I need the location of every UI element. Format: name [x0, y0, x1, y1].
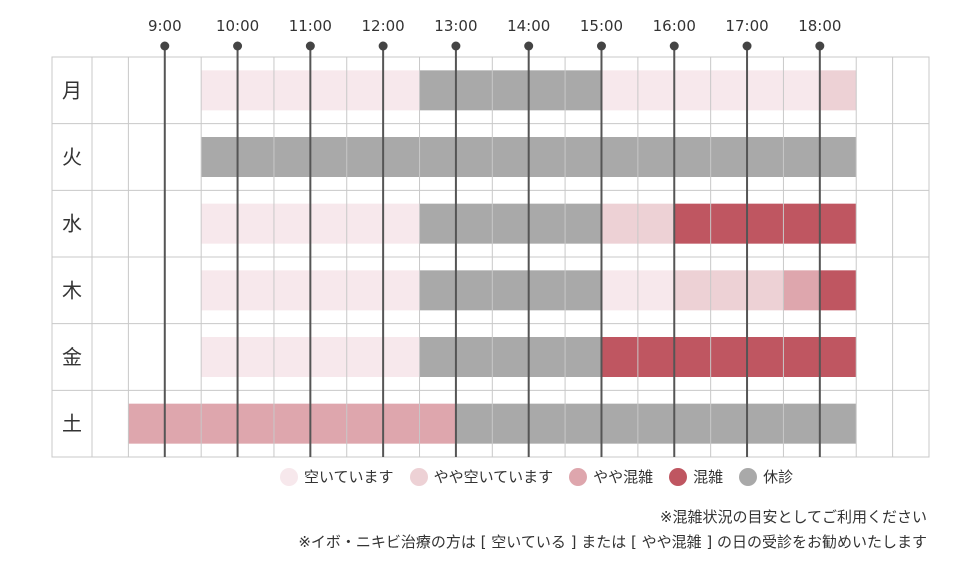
time-label: 16:00: [653, 17, 696, 35]
note-line-1: ※混雑状況の目安としてご利用ください: [659, 508, 927, 526]
hour-marker: [742, 41, 752, 51]
status-block: [419, 203, 602, 244]
legend: 空いています やや空いています やや混雑 混雑 休診: [280, 466, 793, 487]
status-block: [674, 203, 857, 244]
time-label: 17:00: [725, 17, 768, 35]
time-label: 18:00: [798, 17, 841, 35]
status-block: [419, 270, 602, 311]
status-block: [674, 270, 784, 311]
status-block: [819, 270, 857, 311]
day-label: 月: [62, 78, 82, 102]
legend-label-busy: 混雑: [693, 468, 724, 486]
chart-border: [51, 56, 930, 458]
day-label: 金: [62, 345, 82, 369]
day-label: 木: [62, 278, 82, 302]
time-label: 13:00: [434, 17, 477, 35]
hour-marker: [669, 41, 679, 51]
legend-item-slightly-empty: やや空いています: [409, 466, 554, 487]
hour-marker: [596, 41, 606, 51]
legend-item-busy: 混雑: [669, 466, 723, 487]
day-label: 水: [62, 212, 82, 236]
status-block: [419, 70, 602, 111]
hour-marker: [305, 41, 315, 51]
time-label: 10:00: [216, 17, 259, 35]
legend-swatch-closed: [739, 467, 758, 486]
legend-item-empty: 空いています: [280, 466, 394, 487]
status-block: [419, 337, 602, 377]
legend-item-slightly-busy: やや混雑: [569, 466, 653, 487]
hour-marker: [233, 41, 243, 51]
status-block: [128, 403, 456, 444]
day-label: 土: [62, 412, 82, 436]
legend-swatch-empty: [280, 467, 298, 486]
time-label: 15:00: [580, 17, 623, 35]
legend-swatch-slightly-busy: [569, 467, 588, 486]
note-line-2: ※イボ・ニキビ治療の方は [ 空いている ] または [ やや混雑 ] の日の受…: [298, 533, 927, 551]
legend-swatch-slightly-empty: [409, 467, 428, 486]
time-label: 9:00: [148, 17, 182, 35]
legend-item-closed: 休診: [739, 466, 793, 487]
legend-label-slightly-busy: やや混雑: [593, 468, 654, 486]
legend-label-slightly-empty: やや空いています: [433, 468, 554, 486]
status-block: [819, 70, 857, 111]
hour-marker: [451, 41, 461, 51]
hour-marker: [160, 41, 170, 51]
legend-swatch-busy: [669, 467, 688, 486]
status-block: [783, 270, 820, 311]
status-block: [601, 337, 857, 377]
legend-label-closed: 休診: [763, 468, 794, 486]
hour-marker: [524, 41, 534, 51]
day-label: 火: [62, 145, 82, 169]
legend-label-empty: 空いています: [304, 468, 394, 486]
time-label: 14:00: [507, 17, 550, 35]
time-label: 12:00: [362, 17, 405, 35]
hour-marker: [378, 41, 388, 51]
hour-marker: [815, 41, 825, 51]
time-label: 11:00: [289, 17, 332, 35]
notes: ※混雑状況の目安としてご利用ください ※イボ・ニキビ治療の方は [ 空いている …: [298, 505, 927, 555]
status-block: [455, 403, 857, 444]
